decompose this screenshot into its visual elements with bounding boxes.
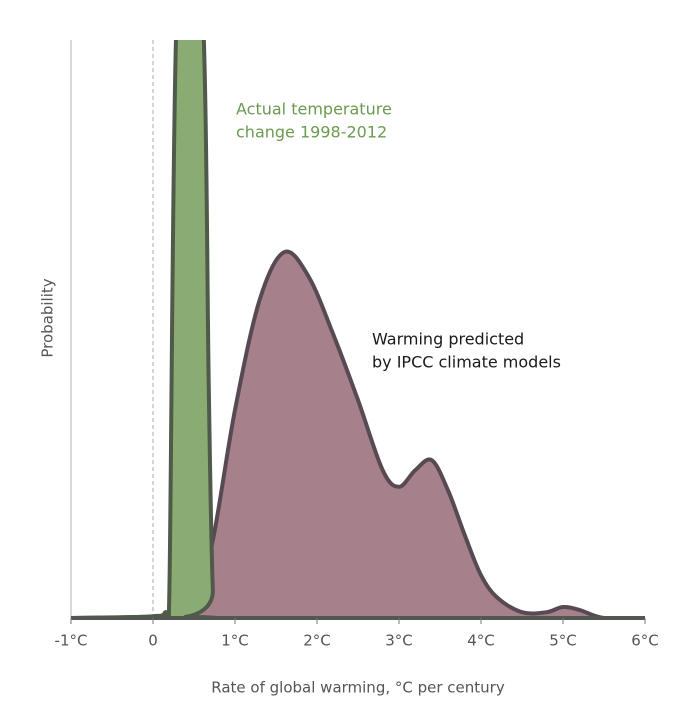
x-tick-label: 1°C [221,632,249,650]
x-axis-label: Rate of global warming, °C per century [211,679,505,697]
plot-area [71,40,645,620]
series-label: Actual temperature [236,100,392,119]
x-tick-label: 5°C [549,632,577,650]
x-tick-label: 6°C [631,632,659,650]
series-label: by IPCC climate models [372,353,561,372]
x-tick-label: -1°C [55,632,88,650]
x-tick-label: 3°C [385,632,413,650]
series-label: Warming predicted [372,330,524,349]
density-area [71,40,645,620]
series-label: change 1998-2012 [236,123,387,142]
y-axis-label: Probability [39,278,57,357]
density-area [71,249,645,620]
x-tick-label: 4°C [467,632,495,650]
x-tick-label: 0 [148,632,158,650]
x-tick-label: 2°C [303,632,331,650]
